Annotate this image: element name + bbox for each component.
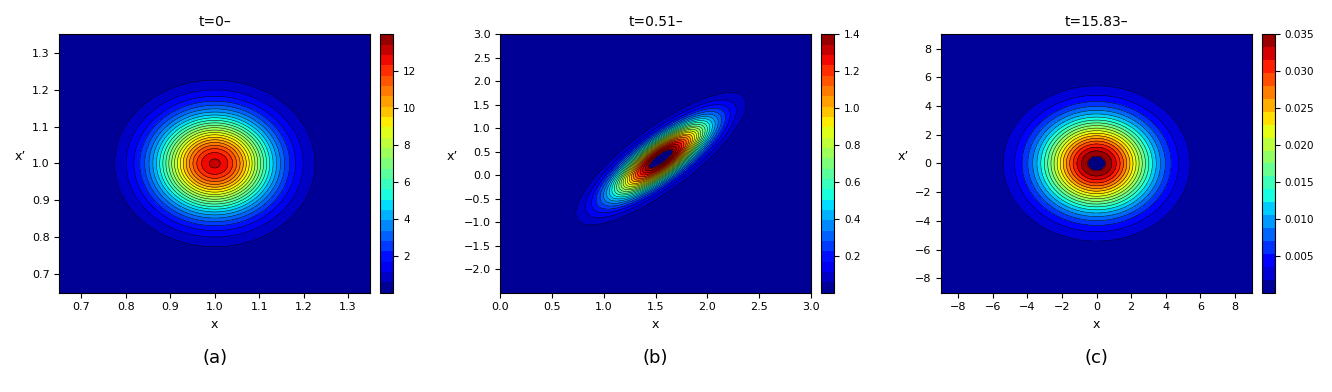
Y-axis label: x’: x’ <box>898 151 910 163</box>
X-axis label: x: x <box>210 318 218 331</box>
Title: t=0.51–: t=0.51– <box>629 15 683 29</box>
Y-axis label: x’: x’ <box>15 151 27 163</box>
Title: t=0–: t=0– <box>198 15 232 29</box>
Text: (a): (a) <box>202 349 228 367</box>
Y-axis label: x’: x’ <box>446 151 458 163</box>
Text: (b): (b) <box>643 349 669 367</box>
X-axis label: x: x <box>651 318 659 331</box>
Text: (c): (c) <box>1084 349 1108 367</box>
X-axis label: x: x <box>1094 318 1100 331</box>
Title: t=15.83–: t=15.83– <box>1064 15 1128 29</box>
